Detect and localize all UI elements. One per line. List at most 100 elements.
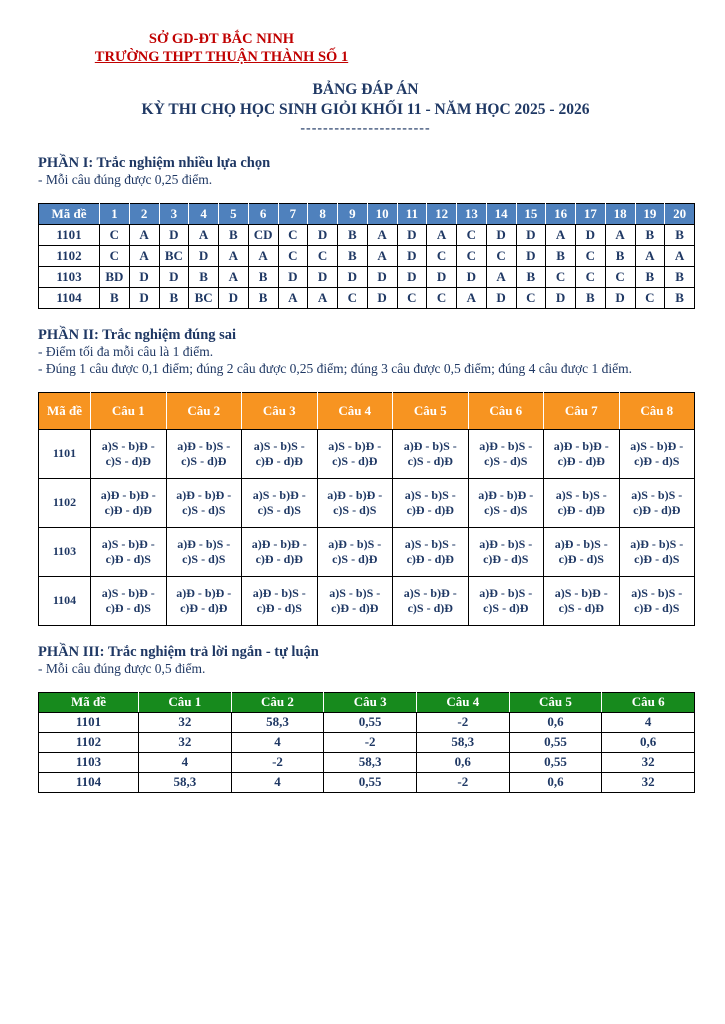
answer-cell: B [247, 266, 279, 289]
answer-cell: D [366, 287, 398, 310]
answer-cell: a)Đ - b)Đ - c)Đ - d)Đ [165, 575, 242, 626]
column-header: Câu 2 [165, 391, 242, 430]
table-row: 1101 C A D A B CD C D B A D A C D D A D A B B [38, 224, 695, 247]
answer-cell: 0,55 [508, 751, 603, 773]
answer-cell: 0,55 [508, 731, 603, 753]
column-header: Câu 3 [241, 391, 318, 430]
column-header: Câu 4 [316, 391, 393, 430]
answer-cell: D [485, 224, 517, 247]
answer-cell: a)S - b)S - c)Đ - d)Đ [316, 575, 393, 626]
exam-code-cell: 1103 [38, 526, 91, 577]
answer-cell: D [188, 245, 219, 268]
answer-cell: 32 [138, 731, 232, 753]
answer-cell: C [545, 266, 576, 289]
part2-note-2: - Đúng 1 câu được 0,1 điểm; đúng 2 câu đ… [38, 361, 632, 377]
answer-cell: CD [247, 224, 279, 247]
answer-cell: B [158, 287, 190, 310]
column-header: 13 [456, 203, 487, 226]
table-row: 1103 BD D D B A B D D D D D D D A B C C C B B [38, 266, 695, 289]
table-row: 1102 C A BC D A A C C B A D C C C D B C B A A [38, 245, 695, 268]
answer-cell: BD [99, 266, 130, 289]
answer-cell: a)S - b)Đ - c)Đ - d)S [90, 575, 167, 626]
part3-note: - Mỗi câu đúng được 0,5 điểm. [38, 660, 206, 676]
column-header: 19 [634, 203, 666, 226]
title-block: BẢNG ĐÁP ÁN KỲ THI CHỌ HỌC SINH GIỎI KHỐ… [38, 80, 693, 137]
answer-cell: A [604, 224, 636, 247]
answer-cell: a)S - b)Đ - c)S - d)Đ [90, 428, 167, 479]
answer-cell: a)Đ - b)S - c)S - d)S [165, 526, 242, 577]
answer-cell: a)S - b)S - c)Đ - d)Đ [392, 526, 469, 577]
answer-cell: A [485, 266, 517, 289]
part2-true-false-table: Mã đề Câu 1 Câu 2 Câu 3 Câu 4 Câu 5 Câu 6 Câu 7… [38, 391, 695, 626]
answer-cell: B [664, 287, 695, 310]
column-header: 6 [247, 203, 279, 226]
exam-code-cell: 1101 [38, 428, 91, 479]
column-header: Câu 8 [618, 391, 695, 430]
column-header: Câu 4 [415, 691, 510, 713]
answer-cell: 4 [230, 771, 325, 793]
answer-cell: a)Đ - b)Đ - c)S - d)S [467, 477, 544, 528]
answer-cell: C [604, 266, 636, 289]
answer-cell: D [575, 224, 606, 247]
column-header: Mã đề [38, 203, 100, 226]
answer-cell: a)Đ - b)Đ - c)S - d)S [316, 477, 393, 528]
answer-cell: a)S - b)Đ - c)S - d)S [241, 477, 318, 528]
answer-cell: D [426, 266, 457, 289]
exam-code-cell: 1101 [38, 224, 100, 247]
column-header: Câu 1 [90, 391, 167, 430]
answer-cell: -2 [415, 771, 510, 793]
table-row: 1101 a)S - b)Đ - c)S - d)Đ a)Đ - b)S - c)S… [38, 428, 695, 479]
answer-cell: a)Đ - b)S - c)S - d)Đ [316, 526, 393, 577]
answer-cell: B [515, 266, 547, 289]
answer-cell: a)S - b)S - c)Đ - d)S [618, 575, 695, 626]
answer-cell: a)Đ - b)Đ - c)Đ - d)Đ [543, 428, 620, 479]
answer-cell: a)Đ - b)Đ - c)Đ - d)Đ [241, 526, 318, 577]
column-header: Câu 5 [508, 691, 603, 713]
answer-cell: a)S - b)S - c)Đ - d)Đ [618, 477, 695, 528]
answer-cell: 58,3 [415, 731, 510, 753]
answer-cell: C [277, 224, 309, 247]
answer-cell: -2 [415, 711, 510, 733]
answer-cell: B [188, 266, 219, 289]
answer-cell: B [575, 287, 606, 310]
exam-code-cell: 1104 [38, 287, 100, 310]
answer-cell: C [575, 266, 606, 289]
answer-cell: A [366, 245, 398, 268]
table-row: 1104 a)S - b)Đ - c)Đ - d)S a)Đ - b)Đ - c)Đ… [38, 575, 695, 626]
answer-cell: A [456, 287, 487, 310]
column-header: 12 [426, 203, 457, 226]
answer-cell: a)S - b)Đ - c)Đ - d)S [90, 526, 167, 577]
answer-cell: D [128, 266, 160, 289]
answer-cell: B [604, 245, 636, 268]
part1-heading: PHẦN I: Trắc nghiệm nhiều lựa chọn [38, 155, 271, 172]
answer-cell: B [664, 266, 695, 289]
column-header: 10 [366, 203, 398, 226]
answer-cell: 4 [601, 711, 695, 733]
answer-cell: C [515, 287, 547, 310]
answer-cell: A [545, 224, 576, 247]
answer-cell: D [545, 287, 576, 310]
answer-cell: 0,6 [508, 771, 603, 793]
answer-cell: D [307, 224, 338, 247]
answer-cell: C [485, 245, 517, 268]
answer-cell: 32 [138, 711, 232, 733]
exam-code-cell: 1102 [38, 245, 100, 268]
answer-cell: 58,3 [323, 751, 417, 773]
answer-cell: 32 [601, 771, 695, 793]
header-row: Mã đề Câu 1 Câu 2 Câu 3 Câu 4 Câu 5 Câu 6 Câu 7… [38, 391, 695, 430]
answer-cell: a)S - b)S - c)Đ - d)Đ [241, 428, 318, 479]
column-header: 4 [188, 203, 219, 226]
exam-title: KỲ THI CHỌ HỌC SINH GIỎI KHỐI 11 - NĂM H… [141, 101, 590, 119]
answer-cell: a)Đ - b)Đ - c)S - d)S [165, 477, 242, 528]
answer-cell: a)S - b)S - c)Đ - d)Đ [392, 477, 469, 528]
part3-heading: PHẦN III: Trắc nghiệm trả lời ngắn - tự … [38, 643, 319, 660]
answer-cell: a)S - b)S - c)Đ - d)Đ [543, 477, 620, 528]
table-row: 1103 4 -2 58,3 0,6 0,55 32 [38, 751, 695, 773]
answer-cell: D [337, 266, 368, 289]
divider-dashes: ----------------------- [300, 120, 431, 136]
answer-cell: 0,55 [323, 771, 417, 793]
exam-code-cell: 1104 [38, 575, 91, 626]
letterhead: SỞ GD-ĐT BẮC NINH TRƯỜNG THPT THUẬN THÀN… [64, 30, 379, 66]
column-header: Mã đề [38, 691, 139, 713]
department-name: SỞ GD-ĐT BẮC NINH [148, 31, 295, 47]
